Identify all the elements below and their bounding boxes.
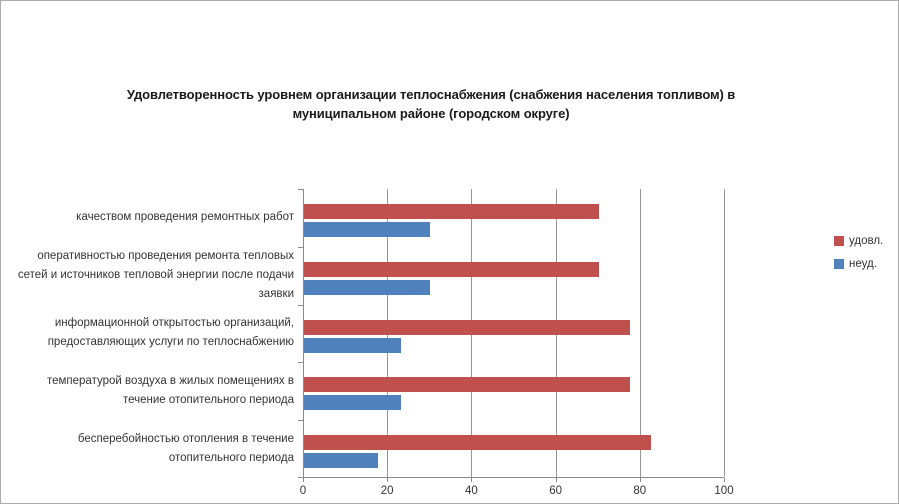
- chart-title: Удовлетворенность уровнем организации те…: [126, 87, 736, 121]
- x-axis-tick: [555, 478, 557, 482]
- x-axis-label-100: 100: [714, 485, 734, 497]
- bar--2: [304, 337, 401, 353]
- x-axis-label-60: 60: [549, 485, 562, 497]
- x-axis-tick: [471, 478, 473, 482]
- legend-swatch-1: [834, 259, 844, 269]
- legend: удовл. неуд.: [834, 235, 883, 281]
- x-axis-tick: [639, 478, 641, 482]
- category-label-3: температурой воздуха в жилых помещениях …: [46, 375, 294, 407]
- bar--4: [304, 435, 652, 451]
- x-axis-tick: [303, 478, 304, 482]
- bar--3: [304, 377, 631, 393]
- x-axis-label-0: 0: [299, 485, 307, 497]
- x-axis-label-40: 40: [464, 485, 478, 497]
- bar--1: [304, 261, 599, 277]
- bar--2: [304, 319, 631, 335]
- x-axis-tick: [724, 478, 725, 482]
- y-axis-tick: [298, 247, 303, 248]
- bar--4: [304, 453, 378, 469]
- category-label-2: информационной открытостью организаций, …: [47, 317, 294, 349]
- legend-label-1: неуд.: [849, 258, 877, 270]
- bar--3: [304, 395, 401, 411]
- legend-entry-1: неуд.: [834, 258, 883, 270]
- x-axis-label-20: 20: [380, 485, 394, 497]
- y-axis-tick: [298, 420, 303, 421]
- bar--1: [304, 279, 431, 295]
- gridline-80: [639, 189, 641, 477]
- y-axis-category-labels: качеством проведения ремонтных работ опер…: [1, 189, 294, 478]
- category-label-4: бесперебойностью отопления в течение ото…: [77, 433, 294, 465]
- legend-label-0: удовл.: [849, 235, 884, 247]
- y-axis-tick: [298, 362, 303, 363]
- category-label-0: качеством проведения ремонтных работ: [76, 211, 294, 224]
- x-axis-tick: [387, 478, 389, 482]
- legend-swatch-0: [834, 236, 844, 246]
- y-axis-tick: [298, 477, 303, 478]
- gridline-100: [724, 189, 725, 477]
- category-label-1: оперативностью проведения ремонта теплов…: [17, 250, 294, 301]
- plot-area: [298, 189, 725, 482]
- bar--0: [304, 222, 431, 237]
- y-axis-tick: [298, 305, 303, 306]
- y-axis-tick: [298, 189, 303, 190]
- x-axis-label-80: 80: [633, 485, 647, 497]
- legend-entry-0: удовл.: [834, 235, 883, 247]
- bar--0: [304, 204, 599, 219]
